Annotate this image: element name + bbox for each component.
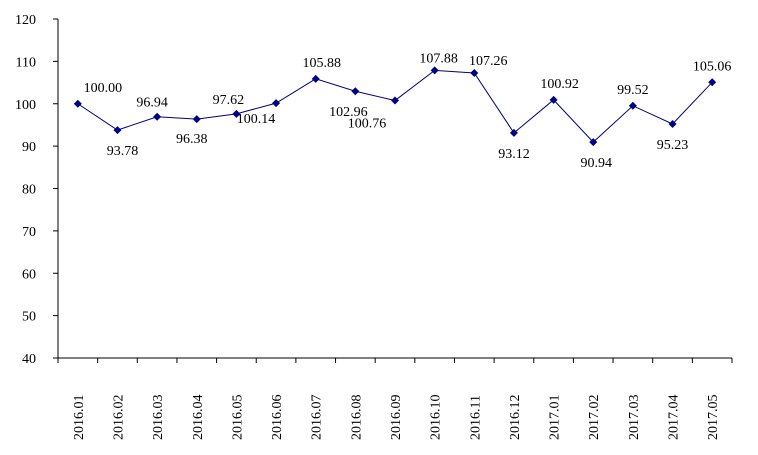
data-point-marker xyxy=(153,112,162,121)
data-point-marker xyxy=(708,78,717,87)
x-tick-label: 2016.10 xyxy=(429,395,444,441)
y-tick-label: 70 xyxy=(22,225,36,240)
data-point-marker xyxy=(192,115,201,124)
x-tick-label: 2016.06 xyxy=(270,395,285,441)
data-point-marker xyxy=(73,99,82,108)
data-label: 93.12 xyxy=(498,147,530,162)
data-point-marker xyxy=(113,126,122,135)
x-tick-label: 2017.04 xyxy=(667,395,682,441)
data-point-marker xyxy=(351,87,360,96)
x-tick-label: 2016.04 xyxy=(191,395,206,441)
x-tick-label: 2016.08 xyxy=(349,395,364,441)
data-label: 107.26 xyxy=(469,54,508,69)
x-tick-label: 2016.02 xyxy=(111,395,126,441)
data-point-marker xyxy=(589,138,598,147)
data-label: 90.94 xyxy=(580,156,612,171)
y-tick-label: 100 xyxy=(15,98,36,113)
data-point-marker xyxy=(549,95,558,104)
data-point-marker xyxy=(509,128,518,137)
data-label: 97.62 xyxy=(213,93,245,108)
data-label: 96.94 xyxy=(136,96,168,111)
y-tick-label: 60 xyxy=(22,267,36,282)
y-tick-label: 90 xyxy=(22,140,36,155)
x-tick-label: 2017.01 xyxy=(548,395,563,441)
x-tick-label: 2017.05 xyxy=(706,395,721,441)
data-label: 100.92 xyxy=(540,77,579,92)
data-label: 100.14 xyxy=(237,112,276,127)
data-label: 100.76 xyxy=(348,117,387,132)
x-tick-label: 2016.12 xyxy=(508,395,523,441)
x-tick-label: 2016.01 xyxy=(72,395,87,441)
data-label: 107.88 xyxy=(419,51,458,66)
data-label: 105.06 xyxy=(693,59,732,74)
x-tick-label: 2016.09 xyxy=(389,395,404,441)
data-point-marker xyxy=(430,66,439,75)
data-label: 96.38 xyxy=(176,132,208,147)
data-point-marker xyxy=(311,74,320,83)
x-tick-label: 2016.11 xyxy=(468,395,483,440)
y-tick-label: 110 xyxy=(16,55,36,70)
x-tick-label: 2016.05 xyxy=(230,395,245,441)
y-tick-label: 50 xyxy=(22,310,36,325)
data-label: 93.78 xyxy=(107,144,139,159)
y-tick-label: 40 xyxy=(22,352,36,367)
data-point-marker xyxy=(391,96,399,105)
data-label: 100.00 xyxy=(84,81,123,96)
y-tick-label: 120 xyxy=(15,13,36,28)
x-tick-label: 2017.02 xyxy=(587,395,602,441)
data-label: 99.52 xyxy=(617,83,649,98)
data-label: 95.23 xyxy=(657,138,689,153)
data-point-marker xyxy=(232,109,241,118)
data-label: 105.88 xyxy=(302,56,341,71)
data-point-marker xyxy=(470,68,479,77)
data-point-marker xyxy=(668,119,677,128)
data-point-marker xyxy=(628,101,637,110)
y-tick-label: 80 xyxy=(22,183,36,198)
x-tick-label: 2016.07 xyxy=(310,395,325,441)
x-tick-label: 2017.03 xyxy=(627,395,642,441)
series-line xyxy=(77,69,713,143)
data-point-marker xyxy=(272,99,281,108)
data-label: 102.96 xyxy=(329,105,368,120)
x-tick-label: 2016.03 xyxy=(151,395,166,441)
